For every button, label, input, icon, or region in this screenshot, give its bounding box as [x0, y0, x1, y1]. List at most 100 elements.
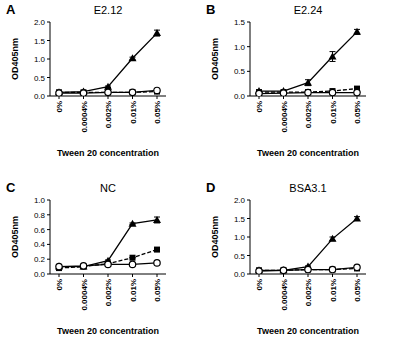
- y-tick: [247, 96, 250, 97]
- x-tick: [308, 96, 309, 99]
- marker: [154, 260, 160, 266]
- y-tick: [247, 237, 250, 238]
- panel-label: B: [206, 2, 215, 17]
- y-tick: [47, 96, 50, 97]
- x-tick-label: 0.05%: [353, 279, 362, 302]
- x-tick: [259, 96, 260, 99]
- panel: BE2.240.00.51.01.50%0.0004%0.002%0.01%0.…: [206, 2, 366, 158]
- x-tick-label: 0.002%: [104, 279, 113, 306]
- y-tick-label: 1.0: [34, 55, 46, 64]
- y-tick: [47, 77, 50, 78]
- y-tick-label: 0.8: [34, 211, 46, 220]
- marker: [280, 267, 286, 273]
- x-tick: [332, 96, 333, 99]
- y-tick: [47, 244, 50, 245]
- x-tick-label: 0.01%: [129, 101, 138, 124]
- marker: [353, 215, 361, 222]
- y-tick: [47, 200, 50, 201]
- x-tick: [59, 96, 60, 99]
- y-tick-label: 0.5: [234, 67, 246, 76]
- y-tick: [247, 71, 250, 72]
- x-tick-label: 0.01%: [129, 279, 138, 302]
- x-axis-label: Tween 20 concentration: [57, 326, 159, 336]
- y-tick-label: 0.2: [34, 255, 46, 264]
- marker: [280, 90, 286, 96]
- x-tick-label: 0.002%: [104, 101, 113, 128]
- figure: AE2.120.00.51.01.52.00%0.0004%0.002%0.01…: [0, 0, 400, 353]
- y-axis-label: OD405nm: [10, 38, 20, 80]
- panel-label: A: [6, 2, 16, 17]
- marker: [305, 266, 311, 272]
- x-tick: [332, 274, 333, 277]
- x-tick-label: 0.0004%: [80, 279, 89, 311]
- x-tick: [259, 274, 260, 277]
- x-tick: [132, 274, 133, 277]
- marker: [153, 29, 161, 36]
- y-tick: [47, 40, 50, 41]
- y-tick: [47, 214, 50, 215]
- marker: [55, 263, 63, 270]
- y-tick-label: 0.6: [34, 226, 46, 235]
- marker: [105, 89, 111, 95]
- marker: [81, 89, 87, 95]
- x-tick: [157, 96, 158, 99]
- plot-area: [255, 28, 361, 96]
- plot-area: [55, 216, 161, 271]
- plot-area: [255, 215, 361, 275]
- panel-label: C: [6, 180, 16, 195]
- y-tick: [47, 229, 50, 230]
- marker: [255, 266, 263, 273]
- plot-area: [55, 29, 161, 96]
- y-tick: [247, 274, 250, 275]
- x-axis-label: Tween 20 concentration: [57, 148, 159, 158]
- y-tick-label: 1.0: [234, 233, 246, 242]
- title: E2.24: [294, 4, 323, 16]
- panel: CNC0.00.20.40.60.81.00%0.0004%0.002%0.01…: [6, 180, 166, 336]
- y-axis: [250, 22, 251, 96]
- series-line: [59, 33, 157, 92]
- y-tick: [47, 22, 50, 23]
- series-line: [259, 219, 357, 271]
- marker: [105, 261, 111, 267]
- y-tick: [47, 274, 50, 275]
- x-tick: [108, 274, 109, 277]
- y-axis-label: OD405nm: [10, 216, 20, 258]
- y-tick-label: 0.4: [34, 240, 46, 249]
- marker: [105, 261, 111, 267]
- x-tick: [308, 274, 309, 277]
- marker: [56, 89, 62, 95]
- marker: [154, 87, 160, 93]
- marker: [153, 216, 161, 223]
- marker: [330, 267, 336, 273]
- title: E2.12: [94, 4, 123, 16]
- x-tick-label: 0%: [55, 101, 64, 113]
- y-tick-label: 2.0: [234, 196, 246, 205]
- y-tick: [247, 22, 250, 23]
- y-tick-label: 0.0: [34, 270, 46, 279]
- x-tick-label: 0.0004%: [80, 101, 89, 133]
- marker: [280, 266, 288, 273]
- series-line: [259, 32, 357, 91]
- x-tick-label: 0%: [55, 279, 64, 291]
- x-tick: [357, 274, 358, 277]
- title: NC: [100, 182, 116, 194]
- marker: [329, 266, 335, 272]
- y-axis-label: OD405nm: [210, 38, 220, 80]
- x-tick-label: 0%: [255, 101, 264, 113]
- marker: [129, 220, 137, 227]
- marker: [80, 90, 86, 96]
- y-tick-label: 0.5: [234, 252, 246, 261]
- marker: [281, 267, 287, 273]
- marker: [305, 89, 311, 95]
- x-tick-label: 0.05%: [353, 101, 362, 124]
- y-tick: [247, 255, 250, 256]
- y-tick: [247, 200, 250, 201]
- y-tick-label: 0.0: [234, 270, 246, 279]
- x-tick: [59, 274, 60, 277]
- y-axis-label: OD405nm: [210, 216, 220, 258]
- error-bar: [330, 52, 336, 62]
- x-tick: [357, 96, 358, 99]
- x-tick-label: 0.002%: [304, 279, 313, 306]
- y-tick-label: 1.0: [234, 43, 246, 52]
- x-tick: [108, 96, 109, 99]
